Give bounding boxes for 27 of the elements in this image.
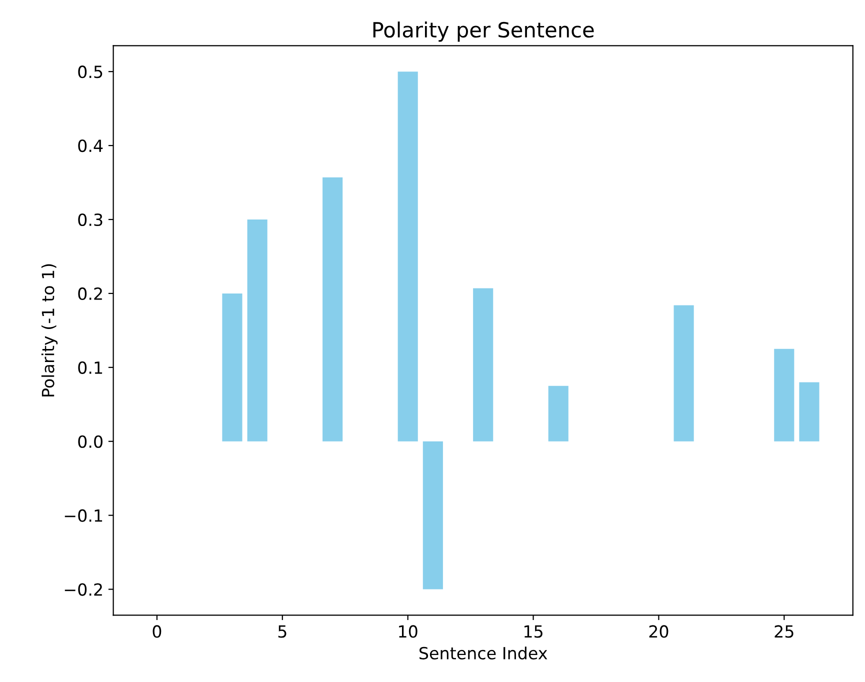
x-tick-label: 20: [649, 625, 668, 638]
x-tick-label: 25: [774, 625, 794, 638]
y-axis-title: Polarity (-1 to 1): [41, 264, 58, 396]
x-tick-label: 5: [278, 625, 286, 638]
y-tick-label: 0.5: [78, 66, 102, 78]
bar: [422, 441, 443, 590]
x-axis-title: Sentence Index: [420, 646, 548, 660]
bar: [674, 305, 694, 442]
y-tick-label: 0.0: [78, 435, 102, 448]
x-tick-label: 15: [524, 625, 542, 638]
bar: [322, 177, 343, 442]
y-tick-label: −0.1: [64, 509, 102, 522]
chart-title: Polarity per Sentence: [373, 22, 594, 42]
bar: [247, 219, 268, 442]
y-tick-label: 0.4: [78, 140, 103, 152]
y-tick-label: 0.1: [78, 361, 102, 374]
bar: [222, 293, 242, 442]
y-tick-label: 0.2: [78, 287, 102, 300]
bar: [799, 382, 820, 442]
bar: [548, 386, 568, 442]
bar: [398, 72, 418, 442]
bar: [473, 288, 494, 442]
x-tick-label: 0: [152, 625, 162, 638]
bar: [774, 348, 794, 442]
y-tick-label: 0.3: [78, 213, 102, 226]
y-tick-label: −0.2: [64, 583, 102, 596]
x-tick-label: 10: [399, 625, 418, 638]
